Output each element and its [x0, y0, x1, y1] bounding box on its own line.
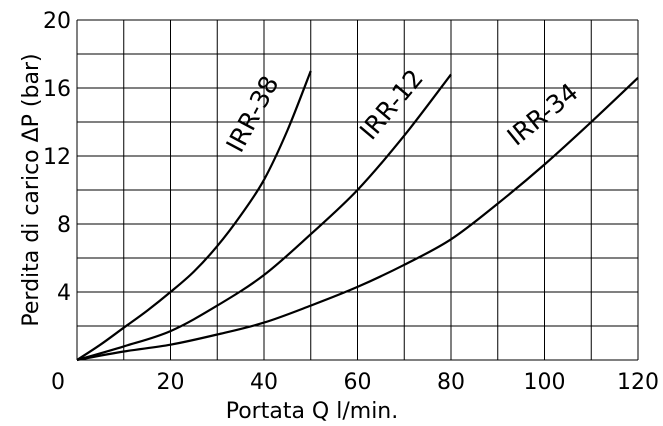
x-axis-label: Portata Q l/min.	[226, 399, 399, 424]
curve-labels: IRR-38 IRR-12 IRR-34	[220, 64, 583, 157]
series-label: IRR-38	[220, 71, 284, 157]
series-label: IRR-12	[354, 64, 429, 145]
grid	[76, 19, 639, 361]
series-line-irr-12	[76, 73, 452, 362]
y-tick-label: 12	[43, 145, 71, 170]
tick-labels: 0 20 40 60 80 100 120 4 8 12 16 20	[43, 9, 659, 395]
x-tick-label: 80	[437, 370, 465, 395]
x-tick-label: 40	[250, 370, 278, 395]
x-tick-label: 120	[617, 370, 659, 395]
y-tick-label: 20	[43, 9, 71, 34]
x-tick-label: 100	[524, 370, 566, 395]
x-tick-label: 20	[157, 370, 185, 395]
series-line-irr-38	[76, 70, 312, 361]
y-tick-label: 16	[43, 77, 71, 102]
x-tick-label: 0	[51, 370, 65, 395]
curves	[76, 70, 639, 362]
x-tick-label: 60	[344, 370, 372, 395]
y-axis-label: Perdita di carico ΔP (bar)	[19, 53, 44, 326]
y-tick-label: 4	[57, 281, 71, 306]
series-line-irr-34	[76, 77, 639, 362]
y-tick-label: 8	[57, 213, 71, 238]
